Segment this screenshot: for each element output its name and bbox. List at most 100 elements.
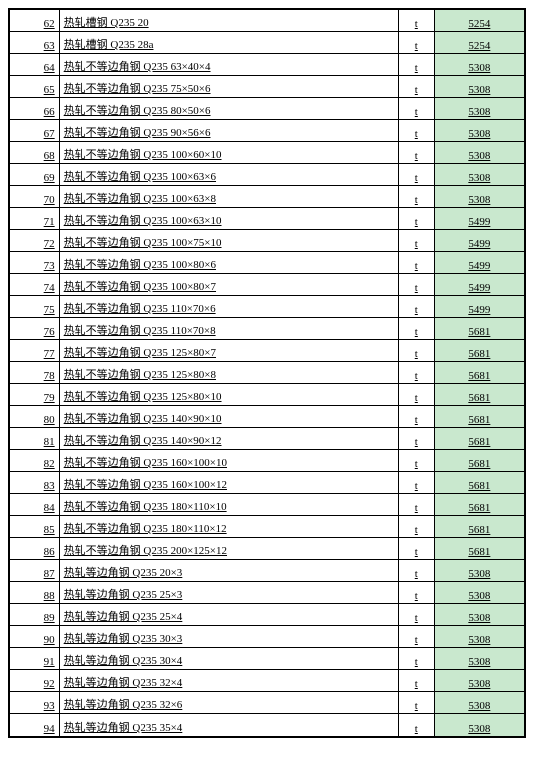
table-row: 83热轧不等边角钢 Q235 160×100×12t5681	[10, 472, 524, 494]
description-cell: 热轧不等边角钢 Q235 180×110×10	[60, 494, 399, 515]
description-cell: 热轧不等边角钢 Q235 63×40×4	[60, 54, 399, 75]
table-row: 81热轧不等边角钢 Q235 140×90×12t5681	[10, 428, 524, 450]
description-cell: 热轧等边角钢 Q235 25×4	[60, 604, 399, 625]
index-cell: 90	[10, 626, 60, 647]
table-row: 82热轧不等边角钢 Q235 160×100×10t5681	[10, 450, 524, 472]
table-row: 71热轧不等边角钢 Q235 100×63×10t5499	[10, 208, 524, 230]
table-row: 91热轧等边角钢 Q235 30×4t5308	[10, 648, 524, 670]
description-cell: 热轧不等边角钢 Q235 140×90×10	[60, 406, 399, 427]
value-cell: 5681	[435, 362, 524, 383]
unit-cell: t	[399, 230, 435, 251]
value-cell: 5681	[435, 384, 524, 405]
description-cell: 热轧不等边角钢 Q235 100×60×10	[60, 142, 399, 163]
value-cell: 5499	[435, 296, 524, 317]
description-cell: 热轧不等边角钢 Q235 100×63×6	[60, 164, 399, 185]
description-cell: 热轧不等边角钢 Q235 140×90×12	[60, 428, 399, 449]
unit-cell: t	[399, 406, 435, 427]
value-cell: 5308	[435, 604, 524, 625]
table-row: 67热轧不等边角钢 Q235 90×56×6t5308	[10, 120, 524, 142]
unit-cell: t	[399, 362, 435, 383]
description-cell: 热轧不等边角钢 Q235 90×56×6	[60, 120, 399, 141]
description-cell: 热轧不等边角钢 Q235 125×80×8	[60, 362, 399, 383]
index-cell: 66	[10, 98, 60, 119]
description-cell: 热轧不等边角钢 Q235 100×63×8	[60, 186, 399, 207]
table-row: 74热轧不等边角钢 Q235 100×80×7t5499	[10, 274, 524, 296]
value-cell: 5681	[435, 538, 524, 559]
description-cell: 热轧等边角钢 Q235 30×3	[60, 626, 399, 647]
value-cell: 5308	[435, 626, 524, 647]
unit-cell: t	[399, 274, 435, 295]
table-row: 88热轧等边角钢 Q235 25×3t5308	[10, 582, 524, 604]
table-row: 64热轧不等边角钢 Q235 63×40×4t5308	[10, 54, 524, 76]
value-cell: 5254	[435, 32, 524, 53]
value-cell: 5681	[435, 450, 524, 471]
index-cell: 63	[10, 32, 60, 53]
description-cell: 热轧不等边角钢 Q235 100×63×10	[60, 208, 399, 229]
index-cell: 76	[10, 318, 60, 339]
unit-cell: t	[399, 670, 435, 691]
unit-cell: t	[399, 648, 435, 669]
description-cell: 热轧槽钢 Q235 20	[60, 10, 399, 31]
value-cell: 5308	[435, 582, 524, 603]
value-cell: 5308	[435, 560, 524, 581]
table-row: 75热轧不等边角钢 Q235 110×70×6t5499	[10, 296, 524, 318]
unit-cell: t	[399, 54, 435, 75]
description-cell: 热轧不等边角钢 Q235 160×100×12	[60, 472, 399, 493]
value-cell: 5254	[435, 10, 524, 31]
table-row: 85热轧不等边角钢 Q235 180×110×12t5681	[10, 516, 524, 538]
unit-cell: t	[399, 450, 435, 471]
table-row: 94热轧等边角钢 Q235 35×4t5308	[10, 714, 524, 736]
description-cell: 热轧不等边角钢 Q235 125×80×10	[60, 384, 399, 405]
value-cell: 5308	[435, 692, 524, 713]
index-cell: 78	[10, 362, 60, 383]
table-row: 66热轧不等边角钢 Q235 80×50×6t5308	[10, 98, 524, 120]
table-row: 80热轧不等边角钢 Q235 140×90×10t5681	[10, 406, 524, 428]
value-cell: 5681	[435, 494, 524, 515]
description-cell: 热轧等边角钢 Q235 20×3	[60, 560, 399, 581]
index-cell: 80	[10, 406, 60, 427]
index-cell: 74	[10, 274, 60, 295]
table-row: 79热轧不等边角钢 Q235 125×80×10t5681	[10, 384, 524, 406]
unit-cell: t	[399, 384, 435, 405]
index-cell: 91	[10, 648, 60, 669]
unit-cell: t	[399, 516, 435, 537]
index-cell: 88	[10, 582, 60, 603]
index-cell: 86	[10, 538, 60, 559]
unit-cell: t	[399, 186, 435, 207]
value-cell: 5308	[435, 670, 524, 691]
index-cell: 94	[10, 714, 60, 736]
table-row: 93热轧等边角钢 Q235 32×6t5308	[10, 692, 524, 714]
table-row: 63热轧槽钢 Q235 28at5254	[10, 32, 524, 54]
description-cell: 热轧不等边角钢 Q235 100×80×7	[60, 274, 399, 295]
table-row: 89热轧等边角钢 Q235 25×4t5308	[10, 604, 524, 626]
description-cell: 热轧等边角钢 Q235 35×4	[60, 714, 399, 736]
table-row: 72热轧不等边角钢 Q235 100×75×10t5499	[10, 230, 524, 252]
value-cell: 5499	[435, 208, 524, 229]
table-row: 77热轧不等边角钢 Q235 125×80×7t5681	[10, 340, 524, 362]
index-cell: 92	[10, 670, 60, 691]
index-cell: 73	[10, 252, 60, 273]
table-row: 62热轧槽钢 Q235 20t5254	[10, 10, 524, 32]
spec-table: 62热轧槽钢 Q235 20t525463热轧槽钢 Q235 28at52546…	[8, 8, 526, 738]
table-row: 92热轧等边角钢 Q235 32×4t5308	[10, 670, 524, 692]
index-cell: 71	[10, 208, 60, 229]
value-cell: 5681	[435, 318, 524, 339]
unit-cell: t	[399, 296, 435, 317]
value-cell: 5308	[435, 54, 524, 75]
index-cell: 82	[10, 450, 60, 471]
unit-cell: t	[399, 208, 435, 229]
unit-cell: t	[399, 340, 435, 361]
table-row: 68热轧不等边角钢 Q235 100×60×10t5308	[10, 142, 524, 164]
index-cell: 64	[10, 54, 60, 75]
value-cell: 5308	[435, 120, 524, 141]
table-row: 78热轧不等边角钢 Q235 125×80×8t5681	[10, 362, 524, 384]
value-cell: 5308	[435, 648, 524, 669]
table-row: 87热轧等边角钢 Q235 20×3t5308	[10, 560, 524, 582]
index-cell: 75	[10, 296, 60, 317]
value-cell: 5681	[435, 406, 524, 427]
unit-cell: t	[399, 142, 435, 163]
table-row: 84热轧不等边角钢 Q235 180×110×10t5681	[10, 494, 524, 516]
index-cell: 93	[10, 692, 60, 713]
table-row: 90热轧等边角钢 Q235 30×3t5308	[10, 626, 524, 648]
unit-cell: t	[399, 32, 435, 53]
